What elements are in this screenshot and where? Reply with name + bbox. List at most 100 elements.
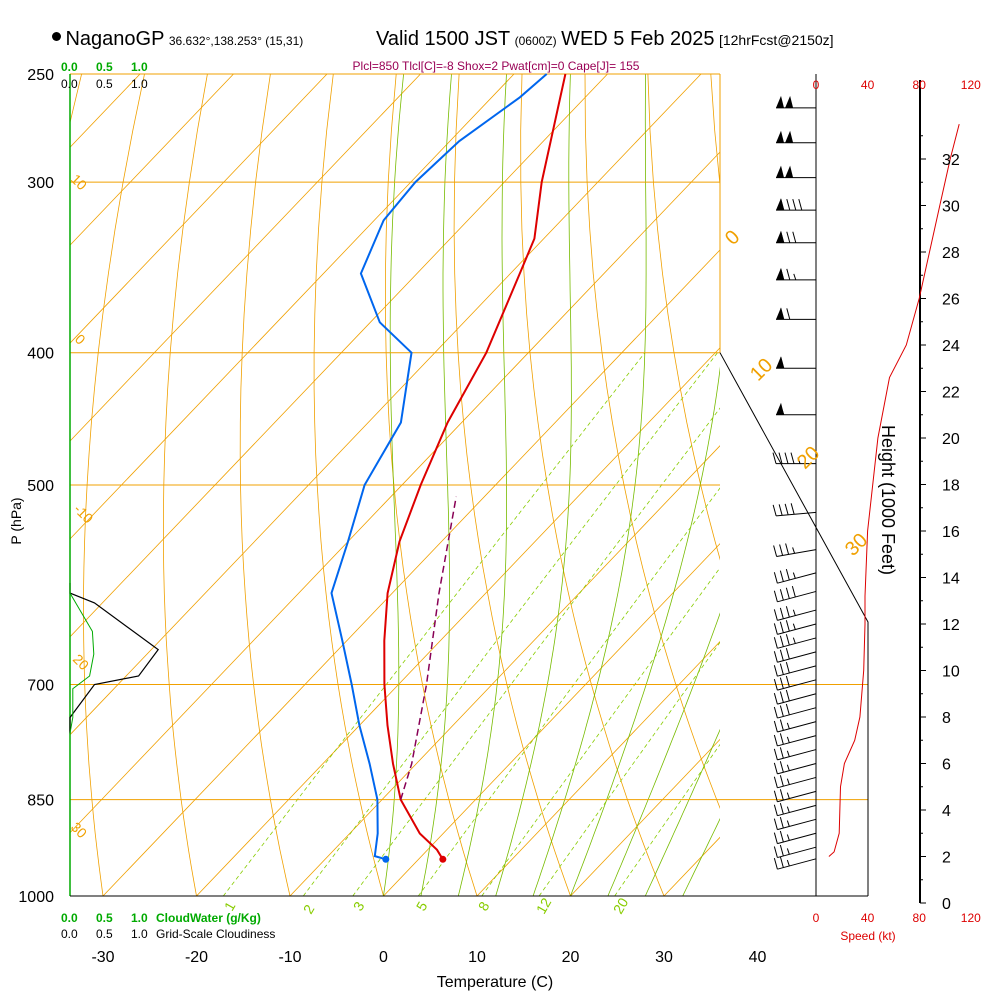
wind-barb — [773, 803, 817, 817]
wind-barb-flag — [773, 846, 778, 858]
speed-tick-top: 40 — [861, 78, 875, 92]
mixing-ratio-label: 8 — [475, 899, 493, 914]
cloudiness-tick-bottom: 0.5 — [96, 927, 113, 941]
isotherm-line — [476, 640, 720, 896]
speed-tick-bottom: 80 — [913, 911, 927, 925]
wind-barb-staff — [776, 511, 817, 517]
pressure-tick-label: 700 — [27, 678, 54, 695]
cloudwater-tick-top: 0.5 — [96, 60, 113, 74]
wind-barb-flag — [779, 621, 784, 633]
profiles — [69, 73, 960, 870]
wind-barb-flag — [780, 231, 785, 243]
wind-barb-flag — [779, 844, 784, 857]
wind-barb-pennant — [776, 95, 784, 108]
moist-adiabat-line — [383, 74, 404, 896]
height-tick-label: 4 — [942, 803, 951, 820]
wind-barb-flag — [792, 231, 797, 243]
wind-barb — [772, 503, 817, 517]
wind-barb — [776, 130, 816, 144]
temperature-tick-label: -10 — [278, 949, 301, 966]
station-name: NaganoGP — [65, 28, 165, 50]
mixing-ratio-label: 5 — [413, 899, 431, 914]
wind-barb-halfflag — [792, 572, 796, 579]
height-tick-label: 18 — [942, 478, 960, 495]
wind-barb-flag — [785, 620, 790, 632]
wind-barb-flag — [785, 587, 790, 599]
wind-barb-flag — [779, 663, 784, 675]
wind-barb-halfflag — [786, 722, 790, 730]
wind-barb — [776, 267, 816, 281]
wind-barb-flag — [786, 268, 791, 281]
mixing-ratio-label: 3 — [350, 899, 368, 914]
wind-barb-flag — [786, 231, 791, 243]
wind-barb — [773, 543, 817, 558]
wind-barb-halfflag — [786, 778, 790, 785]
wind-barb-pennant — [785, 130, 794, 143]
speed-tick-bottom: 120 — [961, 911, 981, 925]
cloudwater-tick-bottom: 0.5 — [96, 911, 113, 925]
wind-barb-flag — [773, 590, 778, 602]
wind-barb-halfflag — [793, 273, 797, 281]
wind-barb-flag — [772, 452, 777, 464]
height-tick-label: 16 — [942, 524, 960, 541]
wind-barb-flag — [773, 651, 778, 663]
wind-barb-flag — [780, 199, 785, 211]
wind-barb-flag — [785, 648, 790, 660]
wind-barb — [773, 789, 817, 803]
cloudwater-tick-top: 1.0 — [131, 60, 148, 74]
wind-barb-flag — [779, 816, 784, 829]
speed-tick-top: 120 — [961, 78, 981, 92]
wind-barb-flag — [785, 634, 790, 646]
wind-barb-flag — [778, 452, 783, 464]
wind-barb-flag — [779, 803, 784, 815]
temperature-tick-label: 0 — [379, 949, 388, 966]
dry-adiabat-line — [163, 74, 208, 896]
wind-barb-pennant — [776, 402, 784, 415]
wind-barb — [773, 775, 817, 789]
wind-barb-pennant — [785, 95, 794, 108]
wind-barb-pennant — [785, 165, 794, 178]
cloudiness-axis-title: Grid-Scale Cloudiness — [156, 927, 275, 941]
dry-adiabat-line — [0, 74, 19, 896]
cloudiness-tick-bottom: 1.0 — [131, 927, 148, 941]
wind-barb-halfflag — [792, 609, 796, 616]
dry-adiabat-line — [520, 74, 665, 896]
wind-barb-flag — [779, 649, 784, 661]
wind-barb-flag — [773, 858, 778, 870]
wind-barb — [773, 830, 817, 845]
dry-adiabat-line — [453, 74, 571, 896]
wind-barb-pennant — [776, 307, 784, 320]
chart-header: NaganoGP 36.632°,138.253° (15,31) — [52, 28, 303, 51]
temperature-axis-title: Temperature (C) — [437, 974, 553, 991]
wind-barb — [773, 648, 817, 663]
moist-adiabat-line — [532, 74, 647, 896]
speed-tick-bottom: 0 — [813, 911, 820, 925]
wind-barb-flag — [784, 452, 789, 464]
temperature-tick-label: -30 — [91, 949, 114, 966]
wind-barb-halfflag — [792, 623, 796, 630]
wind-barb-flag — [779, 705, 784, 717]
wind-barb-flag — [779, 747, 784, 759]
temperature-tick-label: -20 — [185, 949, 208, 966]
height-tick-label: 20 — [942, 431, 960, 448]
isotherm-label: 0 — [721, 226, 744, 249]
cloudwater-line — [69, 583, 95, 734]
wind-barb-halfflag — [786, 834, 790, 841]
dry-adiabat-line — [837, 74, 1000, 896]
dry-adiabat-label: -10 — [71, 501, 97, 527]
mixing-ratio-line — [302, 352, 718, 896]
cloudwater-tick-top: 0.0 — [61, 60, 78, 74]
pressure-tick-label: 300 — [27, 175, 54, 192]
wind-barb-flag — [773, 545, 778, 557]
mixing-ratio-label: 20 — [610, 895, 632, 917]
moist-adiabat-line — [420, 74, 452, 896]
dry-adiabat-label: 0 — [72, 331, 89, 348]
wind-barb-flag — [785, 689, 790, 702]
wind-barb — [773, 761, 817, 775]
wind-barb — [773, 816, 817, 831]
moist-adiabat-line — [495, 74, 572, 896]
wind-barb-flag — [773, 748, 778, 761]
height-tick-label: 0 — [942, 896, 951, 913]
wind-barb-flag — [779, 719, 784, 731]
height-tick-label: 2 — [942, 850, 951, 867]
